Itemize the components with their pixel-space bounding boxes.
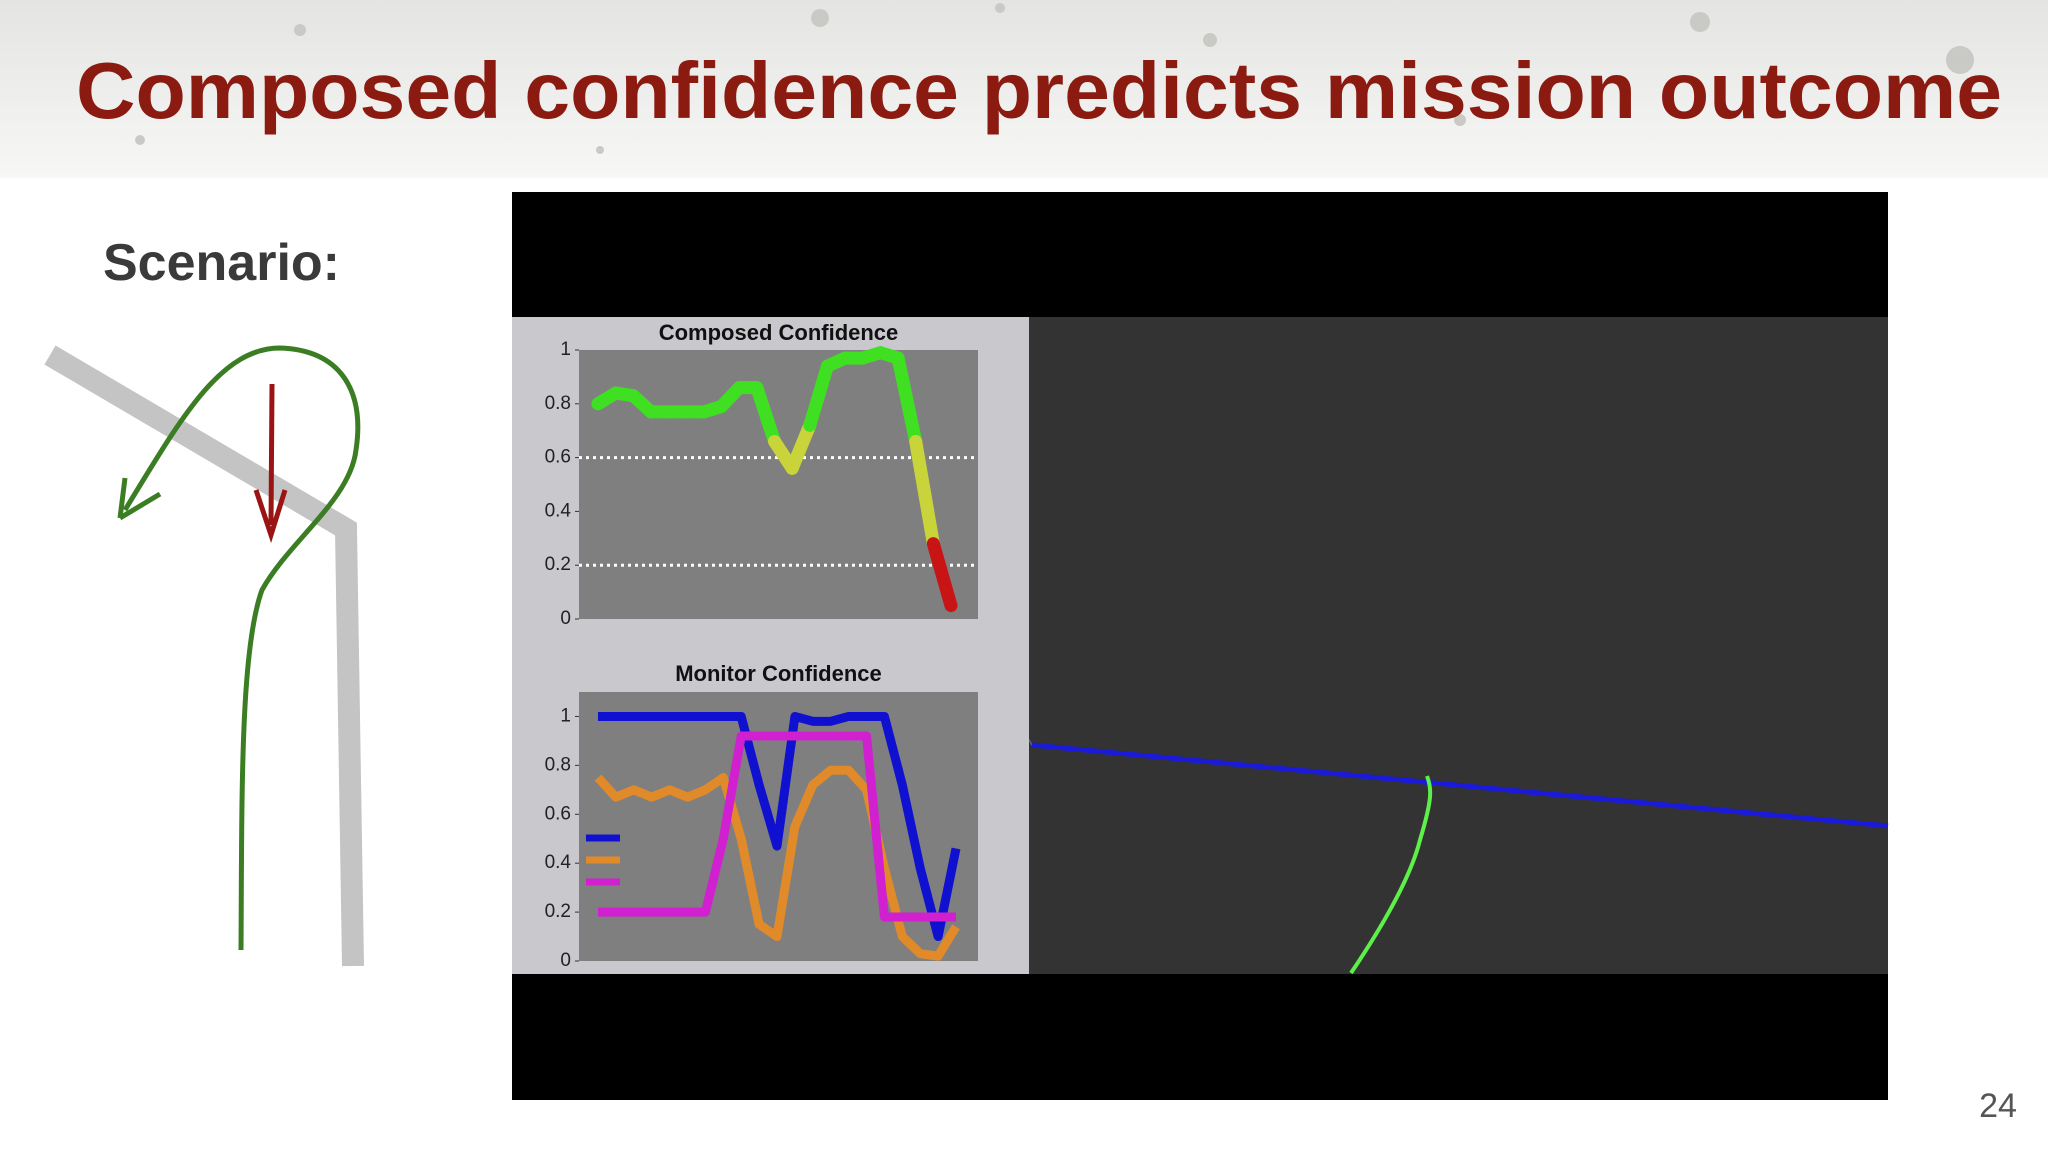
splatter: [135, 3, 1974, 154]
confidence-segment: [785, 418, 817, 475]
header-band: [0, 0, 2048, 178]
obstacle-arrowhead: [253, 489, 288, 544]
monitor-line: [598, 731, 956, 922]
y-tick-label: 0.8: [545, 393, 571, 414]
y-tick-label: 0.4: [545, 500, 572, 521]
sim-trajectory: [1031, 742, 1889, 829]
y-tick-label: 0: [560, 608, 571, 629]
y-tick-label: 0.6: [545, 447, 571, 468]
slide-title: Composed confidence predicts mission out…: [76, 46, 2002, 135]
confidence-segment: [750, 381, 781, 448]
robot-path: [122, 345, 361, 951]
charts: Composed Confidence 0 0.2 0.4 0.6 0.8 1 Monitor…: [545, 320, 978, 971]
chart-title: Composed Confidence: [659, 320, 899, 345]
sim-robot-path: [1349, 775, 1433, 975]
path-arrowhead: [117, 477, 162, 521]
y-tick-label: 0.2: [545, 554, 571, 575]
y-tick-label: 0: [560, 950, 571, 971]
confidence-segment: [909, 434, 940, 551]
scenario-label: Scenario:: [103, 234, 340, 292]
chart-title: Monitor Confidence: [675, 661, 882, 686]
corridor-wall: [44, 345, 364, 967]
monitor-line: [598, 711, 961, 942]
y-tick-label: 0.8: [545, 754, 571, 775]
y-tick-label: 1: [560, 705, 571, 726]
page-number: 24: [1979, 1087, 2017, 1125]
sim-view: [1029, 317, 1888, 974]
y-tick-label: 0.4: [545, 852, 572, 873]
obstacle-arrow: [268, 383, 275, 526]
y-tick-label: 0.6: [545, 803, 571, 824]
scenario-diagram: [44, 345, 364, 967]
confidence-segment: [926, 537, 958, 613]
confidence-segment: [891, 351, 923, 448]
y-tick-label: 1: [560, 339, 571, 360]
confidence-segment: [803, 359, 834, 432]
y-tick-label: 0.2: [545, 901, 571, 922]
